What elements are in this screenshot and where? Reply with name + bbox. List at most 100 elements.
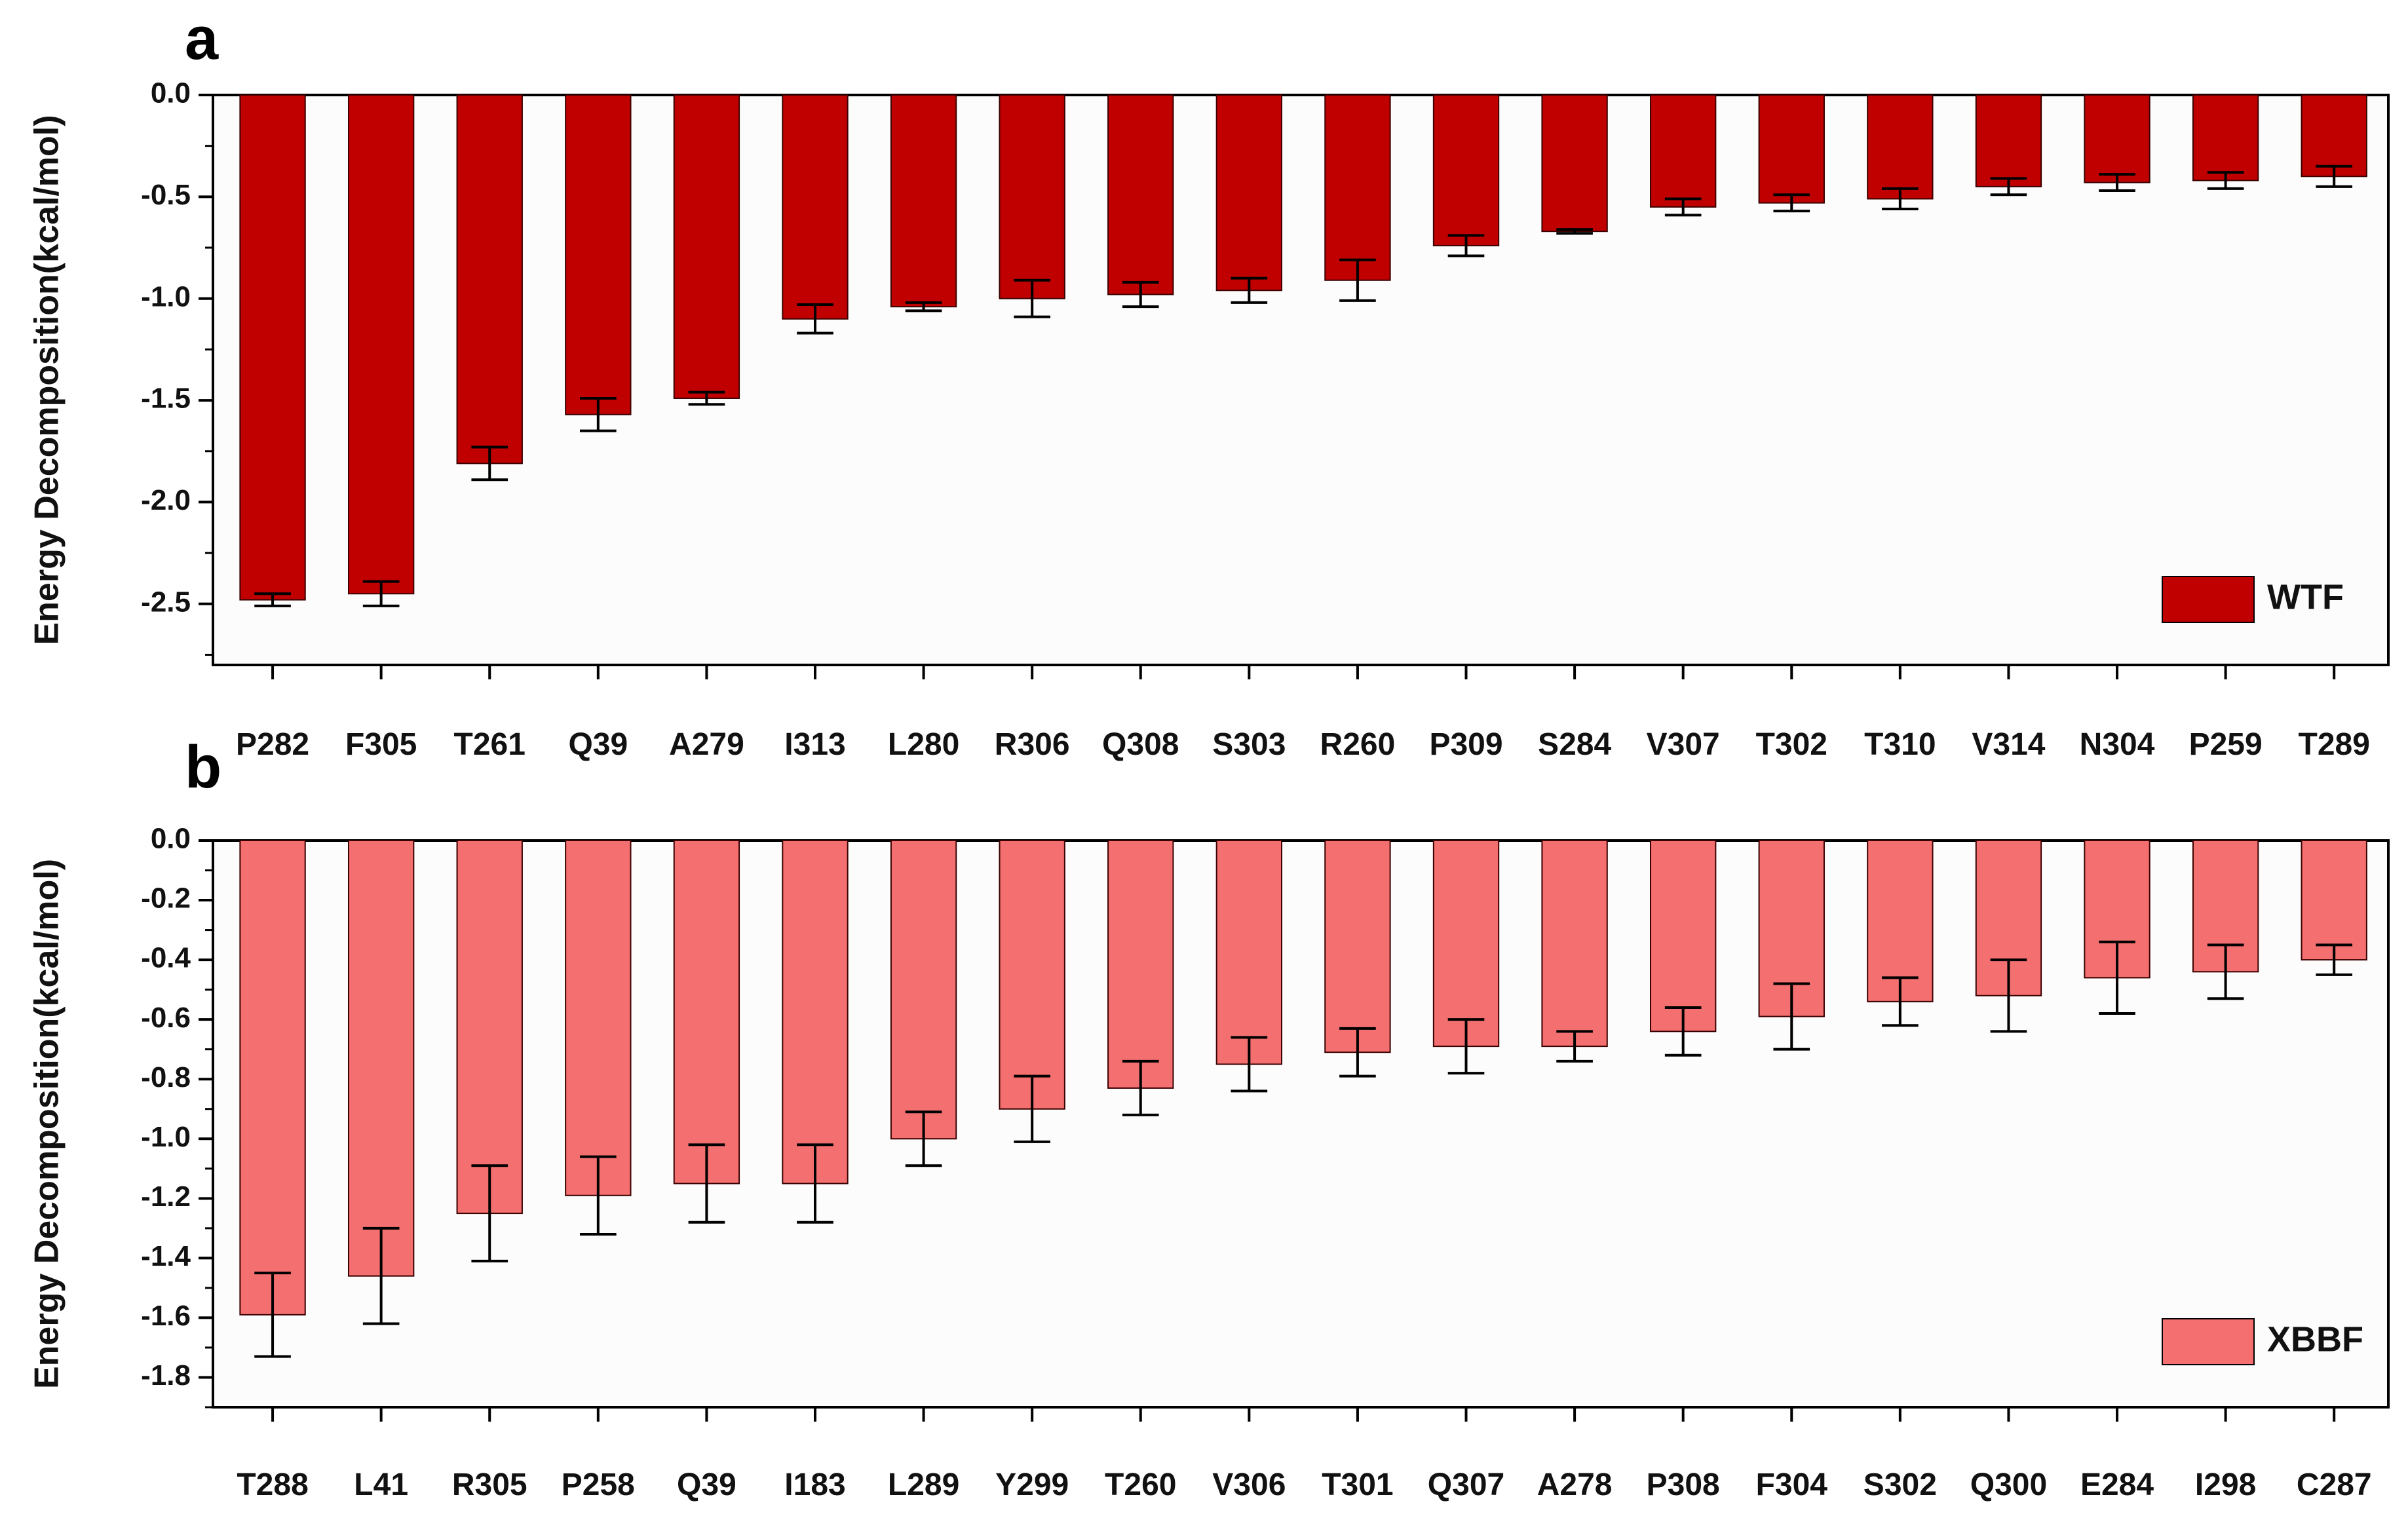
- x-tick-label: C287: [2297, 1467, 2372, 1502]
- x-tick-label: P282: [236, 727, 309, 762]
- x-tick-label: L41: [354, 1467, 408, 1502]
- y-tick-label: -0.6: [141, 1002, 191, 1034]
- x-tick-label: I313: [784, 727, 845, 762]
- x-tick-label: T261: [454, 727, 526, 762]
- x-tick-label: F305: [345, 727, 417, 762]
- bar: [1650, 840, 1717, 1032]
- y-tick-label: -2.0: [141, 484, 191, 516]
- y-axis-label-a: Energy Decomposition(kcal/mol): [28, 115, 66, 645]
- panel-letter-b: b: [185, 734, 221, 801]
- bar: [2084, 94, 2150, 183]
- x-tick-label: L289: [888, 1467, 959, 1502]
- y-axis-label-b: Energy Decomposition(kcal/mol): [28, 859, 66, 1389]
- y-tick-label: -0.4: [141, 942, 191, 974]
- x-tick-label: T301: [1322, 1467, 1393, 1502]
- y-tick-label: 0.0: [151, 823, 191, 855]
- bar: [347, 94, 415, 595]
- bar: [999, 94, 1065, 299]
- x-tick-label: L280: [888, 727, 959, 762]
- x-tick-label: R306: [995, 727, 1070, 762]
- x-tick-label: V307: [1647, 727, 1720, 762]
- bar: [782, 840, 849, 1184]
- y-tick-label: -0.2: [141, 882, 191, 915]
- bar: [1867, 840, 1934, 1002]
- bar: [1541, 94, 1608, 233]
- legend-swatch-wtf: [2162, 576, 2255, 623]
- x-tick-label: T288: [237, 1467, 308, 1502]
- x-tick-label: Q300: [1970, 1467, 2047, 1502]
- bar: [1215, 840, 1283, 1065]
- x-tick-label: P259: [2189, 727, 2263, 762]
- bar: [1215, 94, 1283, 292]
- x-tick-label: T260: [1105, 1467, 1176, 1502]
- bar: [890, 94, 957, 308]
- legend-a: WTF: [2162, 576, 2344, 623]
- x-tick-label: R305: [452, 1467, 527, 1502]
- legend-b: XBBF: [2162, 1318, 2363, 1365]
- y-tick-label: -1.0: [141, 1121, 191, 1153]
- y-tick-label: -1.5: [141, 383, 191, 415]
- panel-letter-a: a: [185, 5, 219, 72]
- x-tick-label: P258: [562, 1467, 635, 1502]
- x-tick-label: R260: [1320, 727, 1396, 762]
- bar: [1432, 840, 1500, 1048]
- bar: [565, 94, 632, 415]
- y-tick-label: -0.8: [141, 1061, 191, 1093]
- x-tick-label: V314: [1972, 727, 2045, 762]
- legend-label-wtf: WTF: [2267, 577, 2344, 616]
- x-tick-label: Q39: [677, 1467, 736, 1502]
- x-tick-label: Y299: [995, 1467, 1069, 1502]
- bar: [1107, 94, 1174, 295]
- x-tick-label: I183: [784, 1467, 845, 1502]
- x-tick-label: N304: [2080, 727, 2155, 762]
- x-tick-label: V306: [1212, 1467, 1286, 1502]
- y-tick-label: -1.6: [141, 1300, 191, 1332]
- bar: [1107, 840, 1174, 1089]
- y-tick-label: -1.2: [141, 1181, 191, 1213]
- x-tick-label: S302: [1863, 1467, 1937, 1502]
- bar: [1541, 840, 1608, 1048]
- x-tick-label: Q39: [568, 727, 628, 762]
- x-tick-label: P309: [1429, 727, 1502, 762]
- bar: [1867, 94, 1934, 200]
- bar: [1324, 94, 1391, 281]
- bar: [1650, 94, 1717, 208]
- x-tick-label: T289: [2299, 727, 2370, 762]
- bars-b: [239, 840, 2367, 1358]
- bar: [347, 840, 415, 1277]
- panel-a: a Energy Decomposition(kcal/mol) 0.0 -0.5…: [28, 5, 2390, 762]
- legend-swatch-xbbf: [2162, 1318, 2255, 1365]
- bar: [239, 94, 306, 601]
- x-tick-label: P308: [1647, 1467, 1720, 1502]
- y-axis-b: 0.0 -0.2 -0.4 -0.6 -0.8 -1.0 -1.2 -1.4 -1.6 -1.8: [141, 823, 213, 1409]
- x-tick-label: T302: [1756, 727, 1827, 762]
- bar: [2192, 94, 2259, 181]
- x-tick-label: A278: [1537, 1467, 1613, 1502]
- x-tick-label: S284: [1538, 727, 1611, 762]
- bar: [1324, 840, 1391, 1053]
- bar: [673, 94, 740, 399]
- y-tick-label: -1.0: [141, 280, 191, 312]
- bar: [673, 840, 740, 1184]
- x-axis-b: T288 L41 R305 P258 Q39 I183 L289 Y299 T260 V306 T3…: [237, 1407, 2372, 1502]
- bar: [2301, 94, 2367, 178]
- panel-b: b Energy Decomposition(kcal/mol) 0.0 -0.2…: [28, 734, 2390, 1502]
- x-tick-label: T310: [1864, 727, 1936, 762]
- bar: [565, 840, 632, 1196]
- x-tick-label: S303: [1212, 727, 1286, 762]
- plot-frame-b: [212, 839, 2390, 1409]
- bar: [2301, 840, 2367, 961]
- x-axis-a: P282 F305 T261 Q39 A279 I313 L280 R306 Q308 S303 R…: [236, 665, 2370, 762]
- x-tick-label: Q307: [1428, 1467, 1504, 1502]
- y-tick-label: 0.0: [151, 77, 191, 109]
- bars-a: [239, 94, 2367, 607]
- x-tick-label: F304: [1756, 1467, 1828, 1502]
- y-axis-a: 0.0 -0.5 -1.0 -1.5 -2.0 -2.5: [141, 77, 213, 656]
- bar: [1758, 94, 1825, 204]
- x-tick-label: E284: [2080, 1467, 2154, 1502]
- legend-label-xbbf: XBBF: [2267, 1319, 2363, 1359]
- bar: [239, 840, 306, 1315]
- y-tick-label: -1.8: [141, 1359, 191, 1391]
- y-tick-label: -1.4: [141, 1240, 191, 1272]
